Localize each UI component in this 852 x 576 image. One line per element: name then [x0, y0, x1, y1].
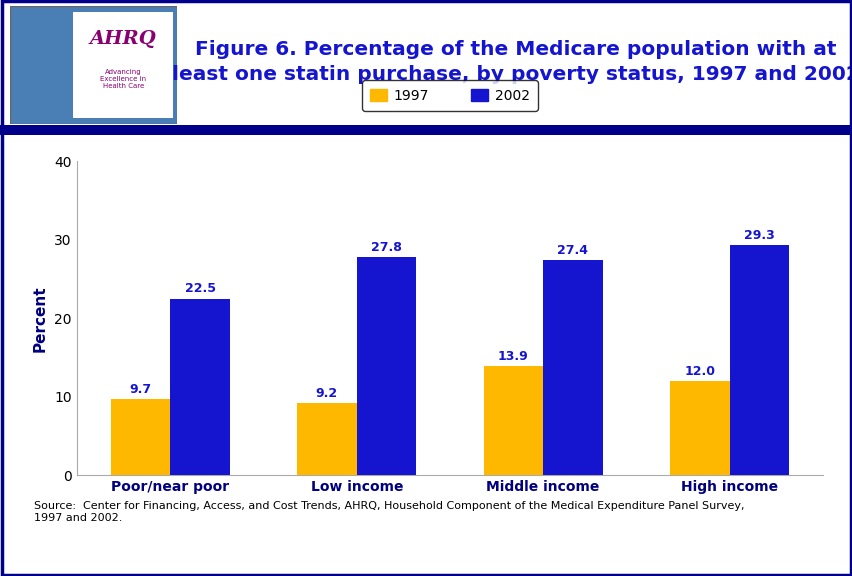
Legend: 1997, 2002: 1997, 2002	[361, 80, 538, 111]
Text: Source:  Center for Financing, Access, and Cost Trends, AHRQ, Household Componen: Source: Center for Financing, Access, an…	[34, 501, 744, 523]
Bar	[111, 399, 170, 475]
Text: AHRQ: AHRQ	[89, 30, 157, 48]
Text: 9.7: 9.7	[130, 383, 152, 396]
Text: 12.0: 12.0	[683, 365, 715, 378]
Bar	[669, 381, 728, 475]
Text: 22.5: 22.5	[184, 282, 216, 295]
Bar	[356, 257, 416, 475]
FancyBboxPatch shape	[10, 6, 176, 124]
Text: 9.2: 9.2	[315, 387, 337, 400]
Text: Figure 6. Percentage of the Medicare population with at
least one statin purchas: Figure 6. Percentage of the Medicare pop…	[172, 40, 852, 85]
Bar	[543, 260, 602, 475]
Bar	[296, 403, 356, 475]
Bar	[170, 298, 230, 475]
Text: 27.8: 27.8	[371, 241, 401, 254]
Text: 27.4: 27.4	[557, 244, 588, 257]
Bar	[728, 245, 788, 475]
Text: 29.3: 29.3	[743, 229, 774, 242]
Bar	[483, 366, 543, 475]
Text: 13.9: 13.9	[498, 350, 528, 363]
Text: Advancing
Excellence in
Health Care: Advancing Excellence in Health Care	[101, 69, 147, 89]
Y-axis label: Percent: Percent	[32, 285, 47, 351]
FancyBboxPatch shape	[73, 12, 173, 118]
